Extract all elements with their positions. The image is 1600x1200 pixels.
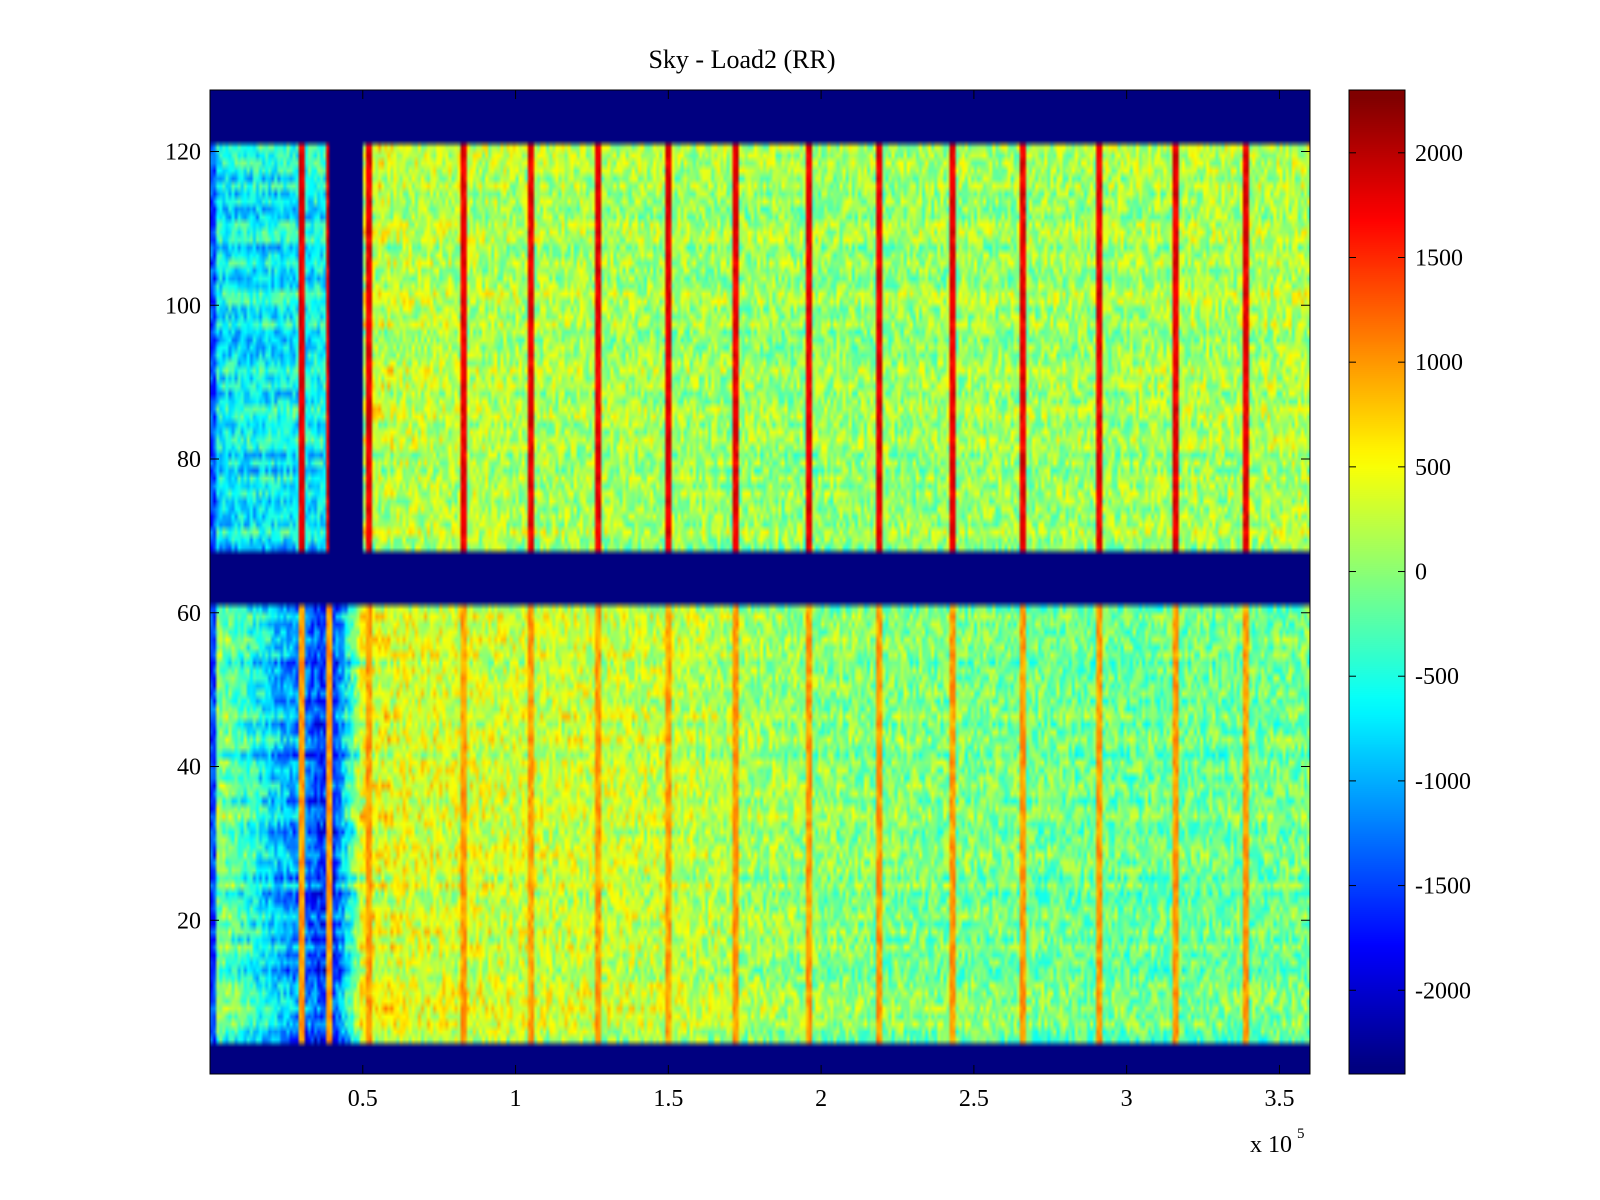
x-tick-label: 0.5 [348, 1086, 378, 1112]
colorbar-tick-label: -2000 [1415, 978, 1471, 1004]
y-tick-label: 20 [177, 908, 201, 934]
y-tick-label: 40 [177, 755, 201, 781]
x-tick-label: 2.5 [959, 1086, 989, 1112]
y-tick-label: 60 [177, 601, 201, 627]
heatmap-plot-area [209, 89, 1311, 1075]
colorbar-tick-label: 1000 [1415, 350, 1463, 376]
y-axis: 20 40 60 80 100 120 [165, 140, 1310, 934]
colorbar-tick-label: 0 [1415, 560, 1427, 586]
x-tick-label: 3.5 [1264, 1086, 1294, 1112]
colorbar-ticks: 2000 1500 1000 500 0 -500 -1000 -1500 -2000 [1349, 141, 1471, 1004]
colorbar: 2000 1500 1000 500 0 -500 -1000 -1500 -2000 [1348, 89, 1471, 1075]
colorbar-tick-label: 1500 [1415, 245, 1463, 271]
colorbar-tick-label: 2000 [1415, 141, 1463, 167]
y-tick-label: 120 [165, 140, 201, 166]
x-axis-multiplier: x 10 5 [1250, 1126, 1305, 1158]
x-multiplier-exponent: 5 [1297, 1126, 1305, 1142]
heatmap-image [210, 90, 1310, 1074]
x-tick-label: 2 [815, 1086, 827, 1112]
colorbar-tick-label: -1000 [1415, 769, 1471, 795]
colorbar-frame [1348, 89, 1406, 1075]
colorbar-tick-label: -1500 [1415, 874, 1471, 900]
x-axis: 0.5 1 1.5 2 2.5 3 3.5 [348, 90, 1294, 1112]
y-tick-label: 100 [165, 293, 201, 319]
colorbar-tick-label: -500 [1415, 664, 1459, 690]
colorbar-gradient [1349, 90, 1405, 1074]
y-tick-label: 80 [177, 447, 201, 473]
x-tick-label: 3 [1121, 1086, 1133, 1112]
x-multiplier-label: x 10 [1250, 1132, 1292, 1158]
x-tick-label: 1 [510, 1086, 522, 1112]
chart-title: Sky - Load2 (RR) [648, 45, 835, 74]
plot-frame [209, 89, 1311, 1075]
colorbar-tick-label: 500 [1415, 455, 1451, 481]
x-tick-label: 1.5 [653, 1086, 683, 1112]
